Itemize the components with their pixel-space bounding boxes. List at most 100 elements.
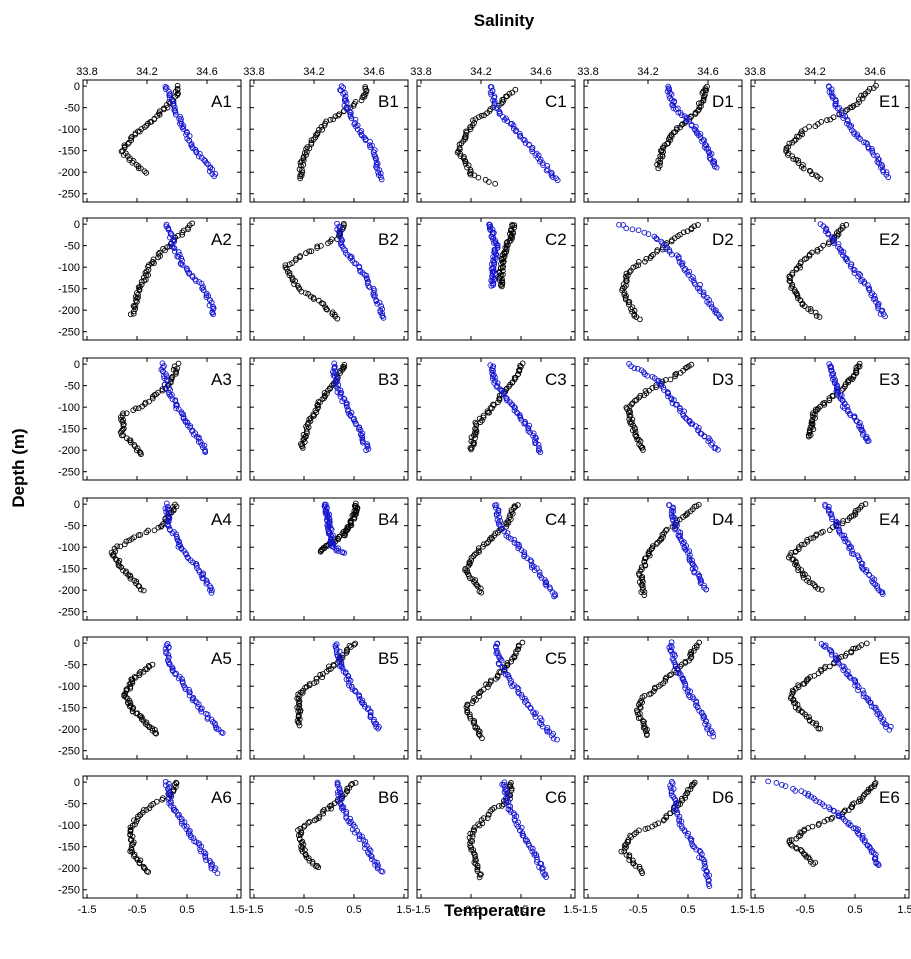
top-tick-label: 33.8	[577, 66, 598, 78]
temperature-point	[137, 713, 144, 719]
y-tick-label: -150	[58, 146, 80, 158]
temperature-point	[457, 150, 463, 157]
panel-C5: C5	[416, 636, 576, 760]
salinity-point	[828, 651, 835, 658]
salinity-point	[690, 843, 696, 849]
temperature-point	[126, 681, 133, 688]
panel-label: E2	[879, 230, 900, 249]
x-tick-label: -1.5	[78, 904, 97, 916]
salinity-point	[665, 390, 672, 397]
salinity-point	[347, 413, 354, 419]
temperature-point	[306, 682, 313, 689]
temperature-point	[300, 155, 307, 161]
salinity-point	[207, 587, 213, 593]
temperature-point	[303, 146, 309, 152]
temperature-point	[844, 106, 850, 113]
salinity-point	[180, 123, 187, 129]
temperature-point	[138, 165, 144, 172]
y-tick-label: -250	[58, 327, 80, 339]
salinity-point	[197, 706, 204, 713]
salinity-point	[200, 287, 207, 293]
salinity-point	[526, 142, 532, 148]
panel-frame	[82, 775, 242, 899]
panel-C6: -1.5 -0.5 0.5 1.5 C6	[412, 775, 579, 916]
temperature-point	[306, 248, 312, 255]
panel-label: B6	[378, 788, 399, 807]
salinity-point	[666, 93, 673, 99]
salinity-point	[703, 867, 710, 874]
salinity-point	[528, 558, 535, 565]
salinity-point	[175, 537, 181, 544]
temperature-point	[111, 545, 118, 552]
temperature-point	[633, 263, 639, 269]
temperature-point	[141, 168, 148, 175]
temperature-point	[628, 306, 634, 312]
salinity-point	[375, 169, 381, 176]
temperature-point	[793, 266, 800, 273]
y-tick-label: -250	[58, 607, 80, 619]
salinity-point	[342, 96, 348, 102]
salinity-point	[537, 449, 544, 456]
temperature-point	[633, 829, 640, 836]
salinity-point	[829, 514, 835, 521]
temperature-point	[480, 414, 487, 421]
salinity-point	[667, 90, 673, 96]
temperature-point	[476, 588, 483, 595]
temperature-point	[138, 451, 144, 458]
salinity-point	[843, 255, 850, 262]
salinity-point	[169, 530, 176, 537]
temperature-point	[307, 415, 314, 421]
salinity-point	[855, 830, 861, 837]
temperature-point	[842, 381, 849, 387]
temperature-point	[854, 101, 860, 108]
temperature-point	[110, 551, 117, 557]
panel-label: C5	[545, 649, 567, 668]
salinity-point	[696, 424, 702, 431]
salinity-point	[765, 778, 771, 785]
temperature-point	[121, 541, 128, 548]
temperature-point	[639, 444, 646, 451]
temperature-point	[628, 401, 635, 408]
temperature-point	[477, 872, 483, 878]
salinity-point	[685, 272, 692, 278]
temperature-point	[349, 781, 355, 787]
temperature-point	[625, 299, 632, 306]
salinity-point	[521, 137, 528, 144]
salinity-point	[860, 693, 867, 700]
temperature-point	[642, 826, 649, 832]
salinity-point	[504, 395, 510, 402]
salinity-point	[543, 874, 549, 880]
salinity-point	[211, 173, 218, 180]
y-tick-label: -50	[64, 381, 80, 393]
temperature-point	[789, 139, 796, 146]
temperature-point	[472, 425, 478, 432]
salinity-point	[792, 788, 799, 794]
salinity-point	[361, 134, 367, 141]
temperature-point	[145, 272, 151, 278]
panel-label: C2	[545, 230, 567, 249]
y-tick-label: -200	[58, 724, 80, 736]
temperature-point	[797, 846, 804, 853]
panel-D1: 33.8 34.2 34.6 D1	[577, 66, 743, 203]
salinity-point	[338, 389, 345, 396]
temperature-point	[476, 822, 483, 829]
salinity-point	[348, 684, 355, 690]
panel-frame	[416, 357, 576, 481]
salinity-point	[870, 152, 877, 158]
temperature-point	[127, 573, 134, 580]
temperature-point	[117, 543, 124, 550]
temperature-point	[658, 536, 665, 543]
salinity-point	[879, 307, 886, 314]
temperature-point	[503, 385, 510, 392]
panel-label: E6	[879, 788, 900, 807]
temperature-point	[292, 257, 299, 264]
temperature-point	[848, 513, 855, 520]
salinity-point	[706, 883, 713, 889]
salinity-point	[493, 644, 499, 651]
salinity-point	[368, 852, 374, 859]
salinity-point	[339, 664, 346, 671]
salinity-point	[204, 716, 211, 722]
temperature-point	[684, 228, 691, 235]
temperature-point	[642, 562, 649, 569]
panel-frame	[249, 775, 409, 899]
